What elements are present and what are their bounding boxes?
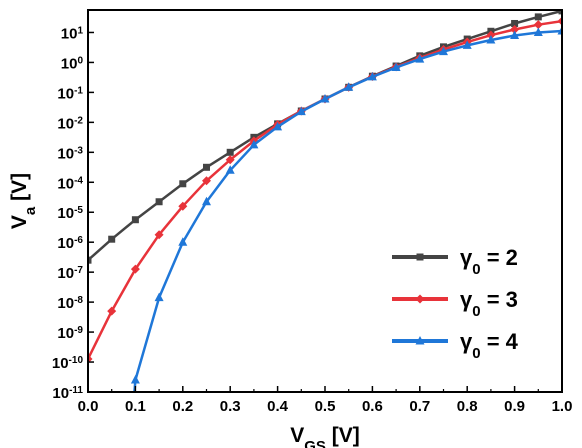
legend-label: γ0 = 3 <box>460 287 518 320</box>
legend-label: γ0 = 4 <box>460 329 519 362</box>
legend-marker <box>415 294 425 304</box>
series-3-point <box>130 375 140 384</box>
series-3-point <box>225 165 235 174</box>
series-1-point <box>155 198 163 206</box>
series-3-point <box>344 82 354 91</box>
x-tick-label: 0.3 <box>220 398 241 415</box>
y-tick-label: 10-5 <box>57 205 83 223</box>
legend-item-2: γ0 = 3 <box>392 287 518 320</box>
series-3-point <box>249 139 259 149</box>
series-1-point <box>511 19 519 27</box>
x-tick-label: 1.0 <box>552 398 573 415</box>
series-2-point <box>154 230 164 240</box>
legend: γ0 = 2 γ0 = 3 γ0 = 4 <box>392 245 519 362</box>
series-1-point <box>108 235 116 243</box>
series-3-point <box>367 71 377 81</box>
legend-item-3: γ0 = 4 <box>392 329 519 362</box>
y-tick-label: 10-9 <box>57 325 83 343</box>
series-3-point <box>320 93 330 103</box>
x-axis-title-sub: GS <box>304 438 326 448</box>
x-axis-title-main: V <box>290 424 304 447</box>
series-3-point <box>533 27 543 36</box>
series-2-point <box>557 16 562 26</box>
y-tick-label: 10-11 <box>52 385 83 403</box>
series-3-point <box>273 121 283 131</box>
series-2-point <box>225 155 235 165</box>
series-1 <box>88 10 562 264</box>
series-3-point <box>178 237 188 246</box>
y-axis-title: Va [V] <box>8 173 39 229</box>
series-3-point <box>486 34 496 44</box>
series-2-point <box>107 306 117 316</box>
series-1-point <box>226 148 234 156</box>
y-tick-label: 100 <box>61 55 84 73</box>
series-1-point <box>179 180 187 188</box>
series-3-point <box>296 106 306 116</box>
y-tick-label: 10-2 <box>57 115 83 133</box>
series-3-point <box>462 40 472 49</box>
legend-marker <box>416 253 424 261</box>
series-2-point <box>533 20 543 30</box>
series-1-point <box>88 256 92 264</box>
y-axis-title-main: V <box>8 215 31 229</box>
series-3-point <box>439 46 448 56</box>
x-tick-label: 0.8 <box>457 398 478 415</box>
x-tick-label: 0.4 <box>267 398 289 415</box>
y-tick-label: 10-10 <box>52 355 84 373</box>
series-2-point <box>130 264 140 274</box>
ticks-layer: 0.0 0.1 0.2 0.3 0.4 0.5 0.6 0.7 0.8 0.9 1.0 101 100 1… <box>52 25 573 415</box>
series-3-point <box>415 54 425 63</box>
y-tick-label: 10-1 <box>57 85 83 103</box>
x-axis-title-unit: [V] <box>326 424 360 447</box>
legend-label: γ0 = 2 <box>460 245 518 278</box>
y-axis-title-sub: a <box>22 206 39 215</box>
legend-item-1: γ0 = 2 <box>392 245 518 278</box>
y-tick-label: 10-8 <box>57 295 83 313</box>
x-tick-label: 0.9 <box>504 398 525 415</box>
series-2-point <box>202 176 211 186</box>
x-axis-title: VGS [V] <box>290 424 360 448</box>
series-3-point <box>510 30 520 39</box>
x-tick-label: 0.7 <box>409 398 430 415</box>
series-3-point <box>557 25 562 35</box>
series-2-point <box>178 201 188 211</box>
series-line-1 <box>88 10 562 262</box>
x-tick-label: 0.0 <box>78 398 99 415</box>
y-axis-title-unit: [V] <box>8 173 31 207</box>
series-1-point <box>203 163 210 171</box>
legend-marker <box>415 336 425 345</box>
series-1-point <box>558 10 562 15</box>
series-3-point <box>391 62 401 72</box>
y-tick-label: 10-6 <box>57 235 83 253</box>
x-tick-label: 0.1 <box>125 398 146 415</box>
y-tick-label: 10-7 <box>57 265 83 283</box>
x-tick-label: 0.6 <box>362 398 383 415</box>
series-3-point <box>154 292 164 302</box>
y-tick-label: 10-3 <box>57 145 83 163</box>
series-3 <box>130 25 562 392</box>
series-3-point <box>202 196 211 206</box>
series-1-point <box>131 216 139 224</box>
x-tick-label: 0.5 <box>315 398 336 415</box>
series-2-point <box>510 24 520 34</box>
x-tick-label: 0.2 <box>172 398 193 415</box>
series-layer <box>88 10 562 392</box>
y-tick-label: 101 <box>61 25 84 43</box>
series-1-point <box>534 13 542 21</box>
y-tick-label: 10-4 <box>57 175 83 193</box>
